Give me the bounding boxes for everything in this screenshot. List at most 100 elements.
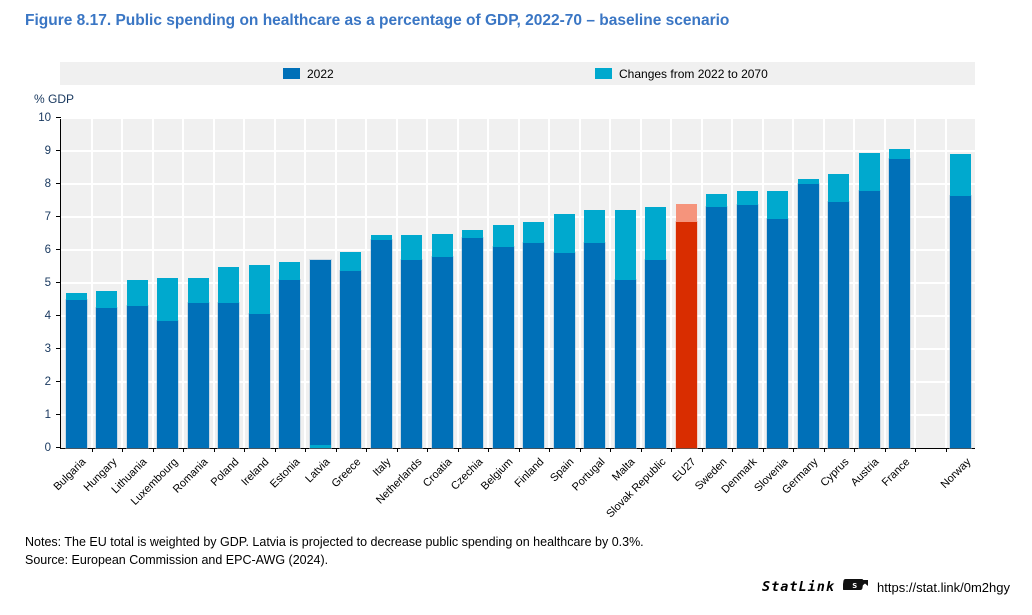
y-tick-mark [56, 117, 61, 118]
bar-base-latvia [309, 259, 331, 448]
gridline-v [792, 119, 794, 448]
y-tick-label: 9 [44, 145, 51, 157]
bar-change-lithuania [126, 279, 148, 307]
y-tick-label: 3 [44, 343, 51, 355]
source-text: Source: European Commission and EPC-AWG … [25, 553, 329, 567]
x-tick-mark [366, 448, 367, 452]
x-tick-mark [793, 448, 794, 452]
bar-change-bulgaria [65, 292, 87, 300]
y-tick-mark [56, 447, 61, 448]
bar-change-slovak-republic [645, 207, 667, 260]
gridline-v [304, 119, 306, 448]
bar-base-slovenia [767, 218, 789, 448]
bar-base-portugal [584, 243, 606, 448]
bar-base-greece [340, 271, 362, 448]
x-tick-mark [183, 448, 184, 452]
legend-item-changes: Changes from 2022 to 2070 [595, 62, 768, 85]
y-tick-mark [56, 315, 61, 316]
bar-base-sweden [706, 207, 728, 448]
gridline-v [670, 119, 672, 448]
gridline-v [212, 119, 215, 448]
x-tick-mark [305, 448, 306, 452]
bar-base-croatia [431, 256, 453, 448]
bar-change-hungary [96, 291, 118, 308]
figure-title: Figure 8.17. Public spending on healthca… [25, 12, 730, 29]
y-tick-label: 0 [44, 442, 51, 454]
x-tick-mark [732, 448, 733, 452]
bar-change-germany [797, 179, 819, 184]
legend: 2022 Changes from 2022 to 2070 [60, 62, 975, 85]
gridline-v [456, 119, 459, 448]
x-tick-mark [610, 448, 611, 452]
x-tick-mark [213, 448, 215, 452]
statlink-row: StatLink s https://stat.link/0m2hgy [762, 577, 1010, 597]
x-tick-mark [854, 448, 855, 452]
bar-base-norway [950, 195, 972, 448]
bar-base-poland [218, 302, 240, 448]
bar-base-austria [858, 190, 880, 448]
x-tick-mark [152, 448, 154, 452]
y-tick-label: 5 [44, 277, 51, 289]
x-tick-mark [915, 448, 916, 452]
bar-base-bulgaria [65, 299, 87, 448]
bar-base-estonia [279, 279, 301, 448]
gridline-v [243, 119, 245, 448]
gridline-v [944, 119, 947, 448]
statlink-url[interactable]: https://stat.link/0m2hgy [877, 579, 1010, 595]
bar-change-estonia [279, 261, 301, 280]
x-tick-mark [549, 448, 550, 452]
x-tick-mark [884, 448, 886, 452]
x-tick-mark [488, 448, 489, 452]
bar-base-luxembourg [157, 320, 179, 448]
bar-change-austria [858, 152, 880, 191]
gridline-v [487, 119, 489, 448]
gridline-v [121, 119, 123, 448]
bar-base-malta [614, 279, 636, 448]
bar-base-belgium [492, 246, 514, 448]
bar-change-luxembourg [157, 278, 179, 321]
gridline-v [517, 119, 520, 448]
bar-change-greece [340, 251, 362, 272]
bar-change-finland [523, 221, 545, 244]
gridline-v [883, 119, 886, 448]
y-axis-title: % GDP [34, 92, 75, 106]
y-tick-mark [56, 348, 61, 349]
bar-change-sweden [706, 193, 728, 208]
bar-base-cyprus [828, 202, 850, 448]
gridline-v [853, 119, 855, 448]
gridline-v [700, 119, 703, 448]
x-tick-mark [823, 448, 825, 452]
bar-change-malta [614, 210, 636, 280]
y-tick-label: 8 [44, 178, 51, 190]
gridline-v [761, 119, 764, 448]
bar-change-cyprus [828, 174, 850, 203]
y-tick-label: 7 [44, 211, 51, 223]
x-tick-mark [457, 448, 459, 452]
x-tick-mark [91, 448, 93, 452]
bar-base-ireland [248, 314, 270, 448]
bar-base-slovak-republic [645, 259, 667, 448]
notes-text: Notes: The EU total is weighted by GDP. … [25, 535, 644, 549]
y-tick-label: 1 [44, 409, 51, 421]
bar-change-denmark [736, 190, 758, 206]
gridline-v [639, 119, 642, 448]
bar-change-norway [950, 154, 972, 196]
gridline-v [731, 119, 733, 448]
bar-base-hungary [96, 307, 118, 448]
x-tick-mark [274, 448, 276, 452]
bar-base-spain [553, 253, 575, 448]
y-tick-mark [56, 249, 61, 250]
legend-label-2022: 2022 [307, 66, 334, 81]
bar-base-netherlands [401, 259, 423, 448]
y-tick-mark [56, 282, 61, 283]
legend-swatch-2022 [283, 68, 300, 79]
x-tick-mark [396, 448, 398, 452]
bar-change-latvia [309, 445, 331, 448]
gridline-v [365, 119, 367, 448]
x-tick-mark [427, 448, 428, 452]
gridline-v [426, 119, 428, 448]
y-tick-label: 2 [44, 376, 51, 388]
gridline-v [914, 119, 916, 448]
bar-base-romania [187, 302, 209, 448]
